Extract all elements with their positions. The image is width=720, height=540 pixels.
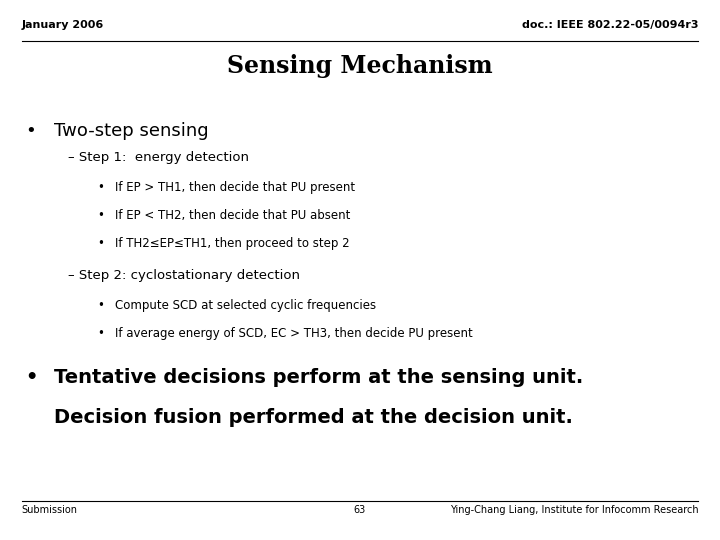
Text: Decision fusion performed at the decision unit.: Decision fusion performed at the decisio… (54, 408, 573, 427)
Text: Submission: Submission (22, 505, 78, 516)
Text: •: • (97, 181, 104, 194)
Text: Ying-Chang Liang, Institute for Infocomm Research: Ying-Chang Liang, Institute for Infocomm… (450, 505, 698, 516)
Text: •: • (97, 237, 104, 250)
Text: •: • (25, 122, 36, 139)
Text: If average energy of SCD, EC > TH3, then decide PU present: If average energy of SCD, EC > TH3, then… (115, 327, 473, 340)
Text: •: • (97, 327, 104, 340)
Text: •: • (97, 209, 104, 222)
Text: Sensing Mechanism: Sensing Mechanism (228, 54, 492, 78)
Text: 63: 63 (354, 505, 366, 516)
Text: – Step 1:  energy detection: – Step 1: energy detection (68, 151, 249, 164)
Text: – Step 2: cyclostationary detection: – Step 2: cyclostationary detection (68, 269, 300, 282)
Text: •: • (25, 368, 37, 387)
Text: Compute SCD at selected cyclic frequencies: Compute SCD at selected cyclic frequenci… (115, 299, 377, 312)
Text: January 2006: January 2006 (22, 19, 104, 30)
Text: •: • (97, 299, 104, 312)
Text: Two-step sensing: Two-step sensing (54, 122, 209, 139)
Text: Tentative decisions perform at the sensing unit.: Tentative decisions perform at the sensi… (54, 368, 583, 387)
Text: If EP < TH2, then decide that PU absent: If EP < TH2, then decide that PU absent (115, 209, 351, 222)
Text: doc.: IEEE 802.22-05/0094r3: doc.: IEEE 802.22-05/0094r3 (522, 19, 698, 30)
Text: If EP > TH1, then decide that PU present: If EP > TH1, then decide that PU present (115, 181, 356, 194)
Text: If TH2≤EP≤TH1, then proceed to step 2: If TH2≤EP≤TH1, then proceed to step 2 (115, 237, 350, 250)
